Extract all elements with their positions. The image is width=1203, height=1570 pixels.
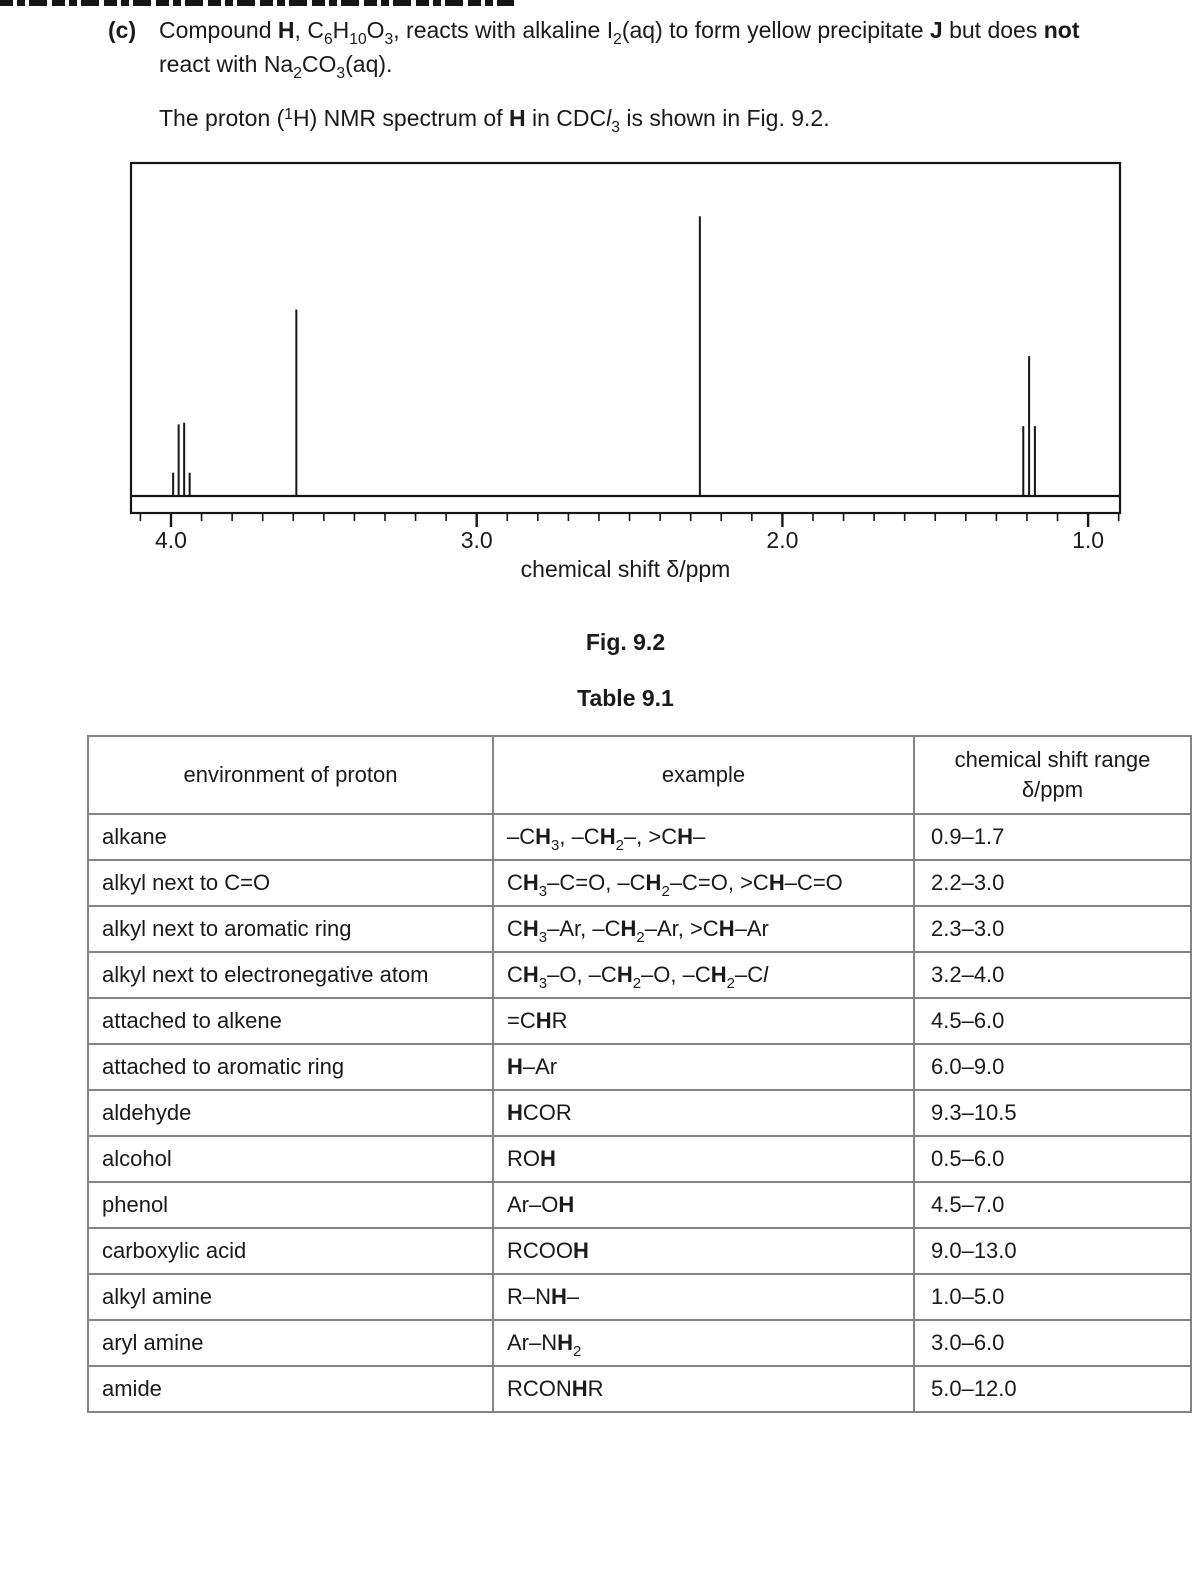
shift-range-cell: 4.5–6.0 xyxy=(913,997,1192,1045)
example-cell: CH3–C=O, –CH2–C=O, >CH–C=O xyxy=(492,859,915,907)
example-cell: ROH xyxy=(492,1135,915,1183)
shift-range-cell: 0.9–1.7 xyxy=(913,813,1192,861)
shift-range-cell: 3.2–4.0 xyxy=(913,951,1192,999)
table-row: aryl amine Ar–NH2 3.0–6.0 xyxy=(87,1319,1192,1367)
table-row: alkyl next to electronegative atom CH3–O… xyxy=(87,951,1192,999)
x-axis-title: chemical shift δ/ppm xyxy=(520,556,731,582)
table-row: alkane –CH3, –CH2–, >CH– 0.9–1.7 xyxy=(87,813,1192,861)
table-row: aldehyde HCOR 9.3–10.5 xyxy=(87,1089,1192,1137)
example-cell: Ar–OH xyxy=(492,1181,915,1229)
environment-cell: alkyl next to electronegative atom xyxy=(87,951,494,999)
environment-cell: alkane xyxy=(87,813,494,861)
shift-range-cell: 1.0–5.0 xyxy=(913,1273,1192,1321)
header-environment: environment of proton xyxy=(87,735,494,815)
table-row: alkyl next to aromatic ring CH3–Ar, –CH2… xyxy=(87,905,1192,953)
environment-cell: attached to aromatic ring xyxy=(87,1043,494,1091)
example-cell: CH3–O, –CH2–O, –CH2–Cl xyxy=(492,951,915,999)
shift-range-cell: 0.5–6.0 xyxy=(913,1135,1192,1183)
x-axis-tick-label: 3.0 xyxy=(461,527,493,553)
table-header-row: environment of proton example chemical s… xyxy=(87,735,1192,815)
example-cell: =CHR xyxy=(492,997,915,1045)
shift-range-cell: 9.0–13.0 xyxy=(913,1227,1192,1275)
example-cell: R–NH– xyxy=(492,1273,915,1321)
example-cell: CH3–Ar, –CH2–Ar, >CH–Ar xyxy=(492,905,915,953)
environment-cell: alcohol xyxy=(87,1135,494,1183)
question-line-1: Compound H, C6H10O3, reacts with alkalin… xyxy=(159,17,1080,48)
shift-range-cell: 2.2–3.0 xyxy=(913,859,1192,907)
header-example: example xyxy=(492,735,915,815)
shift-range-cell: 9.3–10.5 xyxy=(913,1089,1192,1137)
example-cell: RCOOH xyxy=(492,1227,915,1275)
chemical-shift-table: environment of proton example chemical s… xyxy=(87,735,1192,1413)
shift-range-cell: 2.3–3.0 xyxy=(913,905,1192,953)
table-row: alkyl next to C=O CH3–C=O, –CH2–C=O, >CH… xyxy=(87,859,1192,907)
environment-cell: alkyl amine xyxy=(87,1273,494,1321)
table-row: alkyl amine R–NH– 1.0–5.0 xyxy=(87,1273,1192,1321)
header-shift-range: chemical shift range δ/ppm xyxy=(913,735,1192,815)
table-row: alcohol ROH 0.5–6.0 xyxy=(87,1135,1192,1183)
example-cell: HCOR xyxy=(492,1089,915,1137)
question-line-3: The proton (1H) NMR spectrum of H in CDC… xyxy=(159,105,830,136)
table-row: attached to alkene =CHR 4.5–6.0 xyxy=(87,997,1192,1045)
table-row: carboxylic acid RCOOH 9.0–13.0 xyxy=(87,1227,1192,1275)
table-caption: Table 9.1 xyxy=(577,685,674,711)
plot-box xyxy=(129,161,1122,515)
nmr-spectrum-figure: 4.0 3.0 2.0 1.0 xyxy=(129,161,1122,553)
table-row: phenol Ar–OH 4.5–7.0 xyxy=(87,1181,1192,1229)
environment-cell: phenol xyxy=(87,1181,494,1229)
example-cell: H–Ar xyxy=(492,1043,915,1091)
table-row: amide RCONHR 5.0–12.0 xyxy=(87,1365,1192,1413)
example-cell: –CH3, –CH2–, >CH– xyxy=(492,813,915,861)
table-row: attached to aromatic ring H–Ar 6.0–9.0 xyxy=(87,1043,1192,1091)
part-label: (c) xyxy=(108,17,137,43)
environment-cell: aldehyde xyxy=(87,1089,494,1137)
environment-cell: alkyl next to aromatic ring xyxy=(87,905,494,953)
example-cell: Ar–NH2 xyxy=(492,1319,915,1367)
shift-range-cell: 3.0–6.0 xyxy=(913,1319,1192,1367)
environment-cell: aryl amine xyxy=(87,1319,494,1367)
header-shift-range-line1: chemical shift range xyxy=(954,747,1151,773)
shift-range-cell: 6.0–9.0 xyxy=(913,1043,1192,1091)
x-axis-tick-label: 2.0 xyxy=(766,527,798,553)
figure-caption: Fig. 9.2 xyxy=(585,629,666,655)
shift-range-cell: 4.5–7.0 xyxy=(913,1181,1192,1229)
x-axis-tick-label: 4.0 xyxy=(155,527,187,553)
shift-range-cell: 5.0–12.0 xyxy=(913,1365,1192,1413)
clipped-previous-line-artifact xyxy=(0,0,514,6)
environment-cell: alkyl next to C=O xyxy=(87,859,494,907)
environment-cell: carboxylic acid xyxy=(87,1227,494,1275)
environment-cell: amide xyxy=(87,1365,494,1413)
question-line-2: react with Na2CO3(aq). xyxy=(159,51,393,82)
environment-cell: attached to alkene xyxy=(87,997,494,1045)
example-cell: RCONHR xyxy=(492,1365,915,1413)
x-axis-tick-label: 1.0 xyxy=(1072,527,1104,553)
header-shift-range-line2: δ/ppm xyxy=(1021,777,1084,802)
